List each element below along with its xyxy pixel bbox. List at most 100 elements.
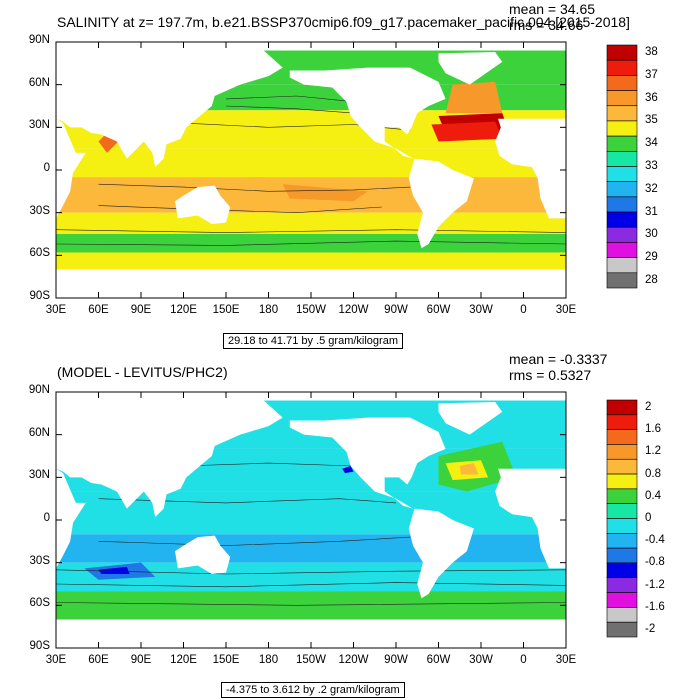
- colorbar-swatch: [606, 444, 638, 460]
- colorbar-swatch: [606, 75, 638, 91]
- colorbar-label: 37: [645, 68, 658, 81]
- colorbar-swatch: [606, 429, 638, 445]
- land-mask: [56, 392, 283, 518]
- lon-label: 120E: [170, 654, 197, 666]
- contour-line: [225, 105, 354, 114]
- contour-line: [55, 240, 567, 246]
- lat-label: 60S: [29, 247, 50, 260]
- colorbar-label: 0.8: [645, 467, 661, 480]
- contour-line: [98, 205, 382, 214]
- land-mask: [495, 468, 566, 569]
- colorbar-label: 28: [645, 273, 658, 286]
- colorbar-swatch: [606, 90, 638, 107]
- lon-label: 150E: [212, 304, 240, 316]
- land-mask: [175, 535, 231, 575]
- colorbar-swatch: [606, 135, 638, 152]
- contour-line: [55, 229, 567, 233]
- colorbar-label: -1.2: [645, 578, 665, 591]
- contour-line: [225, 95, 354, 102]
- contour-line: [55, 569, 567, 575]
- contour-line: [55, 602, 567, 606]
- colorbar-swatch: [606, 488, 638, 504]
- colorbar-label: 33: [645, 160, 658, 173]
- colorbar-label: -2: [645, 623, 656, 636]
- colorbar-label: -1.6: [645, 600, 665, 613]
- lon-label: 150W: [295, 654, 327, 666]
- contour-line: [98, 536, 411, 546]
- lon-label: 30E: [45, 304, 67, 316]
- salinity-band: [56, 148, 566, 178]
- colorbar-label: 31: [645, 205, 658, 218]
- lon-label: 60W: [426, 304, 451, 316]
- lon-label: 30E: [555, 654, 577, 666]
- colorbar-swatch: [606, 577, 638, 593]
- colorbar-swatch: [606, 105, 638, 122]
- salinity-band: [56, 491, 566, 535]
- lon-label: 90W: [384, 304, 408, 316]
- salinity-band: [56, 252, 566, 270]
- panel1-rms: rms = 34.66: [509, 17, 584, 33]
- lat-label: 30N: [28, 469, 50, 482]
- colorbar-swatch: [606, 272, 638, 289]
- panel2-colorbar: [606, 399, 638, 638]
- colorbar-label: -0.4: [645, 534, 665, 547]
- colorbar-swatch: [606, 503, 638, 519]
- colorbar-label: 1.6: [645, 423, 661, 436]
- colorbar-label: 34: [645, 137, 658, 150]
- lat-label: 90N: [28, 384, 50, 396]
- lat-label: 60S: [29, 597, 50, 610]
- colorbar-swatch: [606, 181, 638, 198]
- land-mask: [289, 67, 446, 159]
- lat-label: 90S: [29, 290, 50, 302]
- colorbar-swatch: [606, 166, 638, 182]
- lon-label: 30W: [469, 304, 493, 316]
- salinity-anomaly-patch: [431, 121, 503, 142]
- colorbar-label: 0: [645, 511, 652, 524]
- lon-label: 150E: [212, 654, 240, 666]
- lon-label: 180: [258, 304, 279, 316]
- colorbar-swatch: [606, 226, 638, 243]
- colorbar-swatch: [606, 592, 638, 608]
- land-mask: [289, 417, 446, 509]
- colorbar-swatch: [606, 518, 638, 534]
- colorbar-swatch: [606, 44, 638, 61]
- lon-label: 150W: [295, 304, 327, 316]
- lon-label: 30E: [555, 304, 577, 316]
- lon-label: 60E: [88, 654, 109, 666]
- panel2-range-note: -4.375 to 3.612 by .2 gram/kilogram: [221, 682, 405, 698]
- land-mask: [438, 401, 503, 435]
- lon-label: 30E: [45, 654, 67, 666]
- land-mask: [408, 158, 474, 249]
- colorbar-swatch: [606, 399, 638, 416]
- colorbar-swatch: [606, 196, 638, 213]
- land-mask: [175, 185, 231, 225]
- lat-label: 60N: [28, 76, 50, 89]
- lat-label: 60N: [28, 426, 50, 439]
- lon-label: 120E: [170, 304, 197, 316]
- panel1-mean: mean = 34.65: [509, 1, 596, 17]
- panel2-title: (MODEL - LEVITUS/PHC2): [57, 364, 228, 380]
- salinity-anomaly-patch: [282, 184, 368, 202]
- colorbar-label: 38: [645, 46, 658, 59]
- colorbar-label: 36: [645, 91, 658, 104]
- colorbar-label: 1.2: [645, 445, 661, 458]
- panel1-range-note: 29.18 to 41.71 by .5 gram/kilogram: [223, 333, 403, 349]
- colorbar-label: 30: [645, 228, 658, 241]
- lon-label: 0: [520, 304, 527, 316]
- salinity-band: [56, 534, 566, 563]
- land-mask: [438, 51, 503, 85]
- colorbar-label: 32: [645, 182, 658, 195]
- colorbar-swatch: [606, 120, 638, 137]
- lon-label: 90E: [130, 654, 152, 666]
- colorbar-swatch: [606, 473, 638, 490]
- lat-label: 90S: [29, 640, 50, 652]
- colorbar-swatch: [606, 621, 638, 638]
- land-mask: [56, 42, 283, 168]
- colorbar-swatch: [606, 547, 638, 564]
- colorbar-swatch: [606, 211, 638, 228]
- colorbar-label: 29: [645, 251, 658, 264]
- land-mask: [495, 118, 566, 219]
- colorbar-swatch: [606, 414, 638, 430]
- lon-label: 90E: [130, 304, 152, 316]
- colorbar-swatch: [606, 607, 638, 623]
